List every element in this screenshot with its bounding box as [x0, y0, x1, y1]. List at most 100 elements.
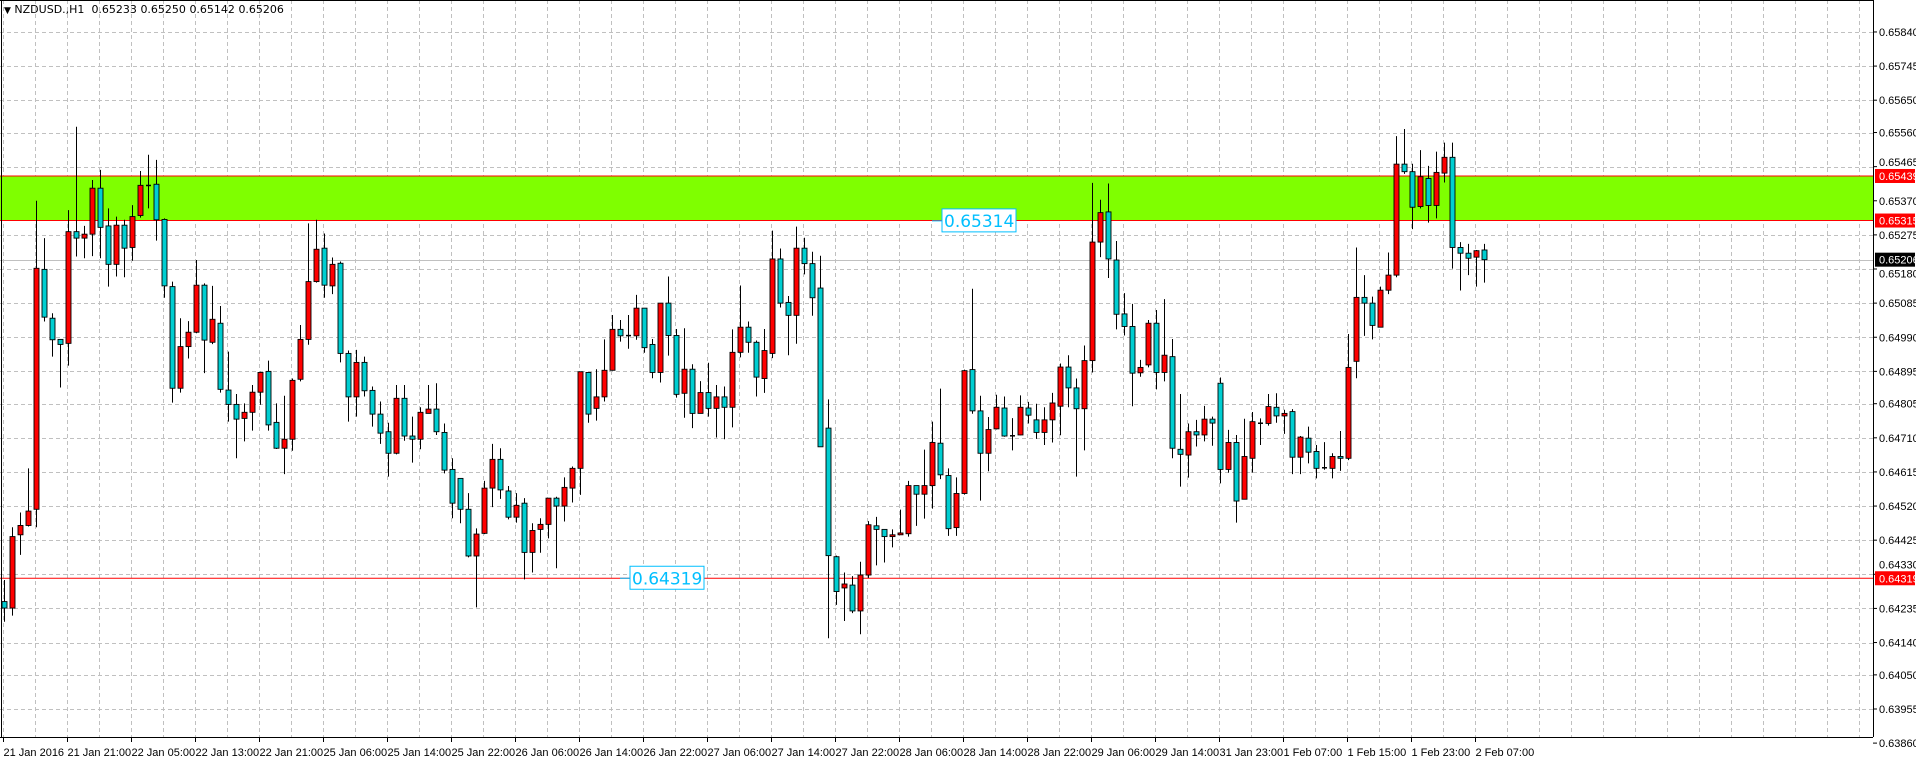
candle [161, 218, 168, 298]
candle [1097, 199, 1104, 258]
candle [897, 509, 904, 536]
candle [137, 170, 144, 218]
candle [545, 497, 552, 539]
candle-body [385, 431, 392, 454]
candle [1065, 355, 1072, 408]
candle [353, 349, 360, 417]
candle [1329, 453, 1336, 479]
candle [1297, 436, 1304, 475]
candle [1105, 183, 1112, 278]
candle-body [833, 556, 840, 592]
candle-body [137, 184, 144, 216]
candle [1465, 243, 1472, 276]
candle-body [937, 442, 944, 476]
price-label: 0.64140 [1879, 638, 1916, 650]
candle-body [441, 431, 448, 471]
text-label-0.64319: 0.64319 [632, 569, 702, 589]
candle-body [521, 502, 528, 553]
candle-body [465, 508, 472, 557]
candle-body [489, 458, 496, 489]
candle-body [193, 284, 200, 333]
candle-body [1145, 322, 1152, 366]
candle-body [433, 408, 440, 433]
candle-body [881, 528, 888, 538]
candle [785, 295, 792, 356]
time-label: 25 Jan 06:00 [324, 747, 388, 759]
candle [833, 555, 840, 605]
price-label: 0.65180 [1879, 269, 1916, 281]
candle [1185, 423, 1192, 478]
candle-body [841, 583, 848, 589]
candle-body [201, 284, 208, 341]
candle [857, 561, 864, 635]
open-value: 0.65233 [91, 3, 137, 16]
candle [529, 523, 536, 573]
candle [321, 233, 328, 298]
support-price-tag: 0.64319 [1879, 573, 1916, 585]
candle-body [849, 584, 856, 612]
candle [1153, 309, 1160, 390]
candle [33, 200, 40, 528]
candle [97, 169, 104, 259]
price-label: 0.64895 [1879, 366, 1916, 378]
candle [241, 403, 248, 442]
time-label: 28 Jan 14:00 [964, 747, 1028, 759]
candle [225, 351, 232, 422]
zone-low-price-tag-bg [1875, 213, 1915, 228]
candle [281, 395, 288, 475]
candle-body [1473, 250, 1480, 258]
candle-body [1209, 418, 1216, 424]
candle-body [1457, 247, 1464, 254]
zone-high-price-tag: 0.65439 [1879, 171, 1916, 183]
candle-body [25, 510, 32, 526]
candle [585, 372, 592, 423]
candle-body [41, 268, 48, 318]
candle [1161, 299, 1168, 382]
candle-body [225, 389, 232, 405]
candle [1449, 142, 1456, 269]
candle-body [985, 429, 992, 454]
candle [273, 403, 280, 449]
candle [945, 468, 952, 536]
candle-body [17, 525, 24, 536]
candle-body [89, 187, 96, 235]
candle [1073, 378, 1080, 477]
price-label: 0.63860 [1879, 738, 1916, 750]
candle-body [1425, 178, 1432, 206]
candle [1041, 407, 1048, 446]
candle [489, 443, 496, 508]
price-label: 0.64235 [1879, 603, 1916, 615]
candle [505, 485, 512, 520]
candle-body [345, 352, 352, 398]
candle-body [665, 302, 672, 336]
candle-body [737, 326, 744, 353]
candle-body [1265, 406, 1272, 424]
candle [729, 329, 736, 428]
candle-body [1385, 274, 1392, 291]
candle-body [681, 368, 688, 394]
candle [1121, 293, 1128, 336]
candle [969, 288, 976, 414]
candle [441, 423, 448, 474]
time-axis[interactable]: 21 Jan 2016 21 Jan 21:00 22 Jan 05:00 22 Ja… [0, 737, 1873, 759]
candle-body [377, 413, 384, 434]
time-label: 27 Jan 14:00 [772, 747, 836, 759]
candle-body [641, 307, 648, 349]
candle-body [1329, 456, 1336, 469]
time-label: 26 Jan 22:00 [644, 747, 708, 759]
candle-body [553, 497, 560, 507]
candle [1369, 296, 1376, 340]
price-label: 0.64330 [1879, 559, 1916, 571]
candle [153, 159, 160, 241]
candle [265, 360, 272, 431]
candle-body [305, 281, 312, 340]
candle-body [753, 341, 760, 378]
candle [457, 477, 464, 524]
resistance-zone[interactable] [0, 175, 1873, 579]
triangle-down-icon[interactable]: ▼ [4, 6, 11, 16]
candle [1137, 359, 1144, 377]
candle-body [657, 302, 664, 373]
candle-body [417, 411, 424, 440]
